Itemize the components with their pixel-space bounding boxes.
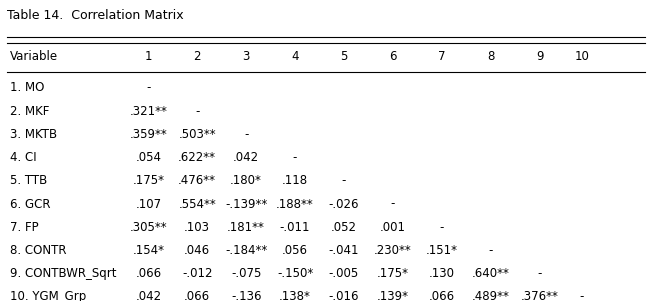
Text: 8. CONTR: 8. CONTR: [10, 244, 67, 257]
Text: .066: .066: [135, 267, 162, 280]
Text: -: -: [537, 267, 542, 280]
Text: 8: 8: [487, 50, 494, 63]
Text: .230**: .230**: [374, 244, 411, 257]
Text: -.005: -.005: [329, 267, 359, 280]
Text: 5. TTB: 5. TTB: [10, 174, 47, 187]
Text: 2: 2: [194, 50, 201, 63]
Text: -.016: -.016: [329, 290, 359, 301]
Text: .118: .118: [282, 174, 308, 187]
Text: 3: 3: [243, 50, 250, 63]
Text: .640**: .640**: [471, 267, 510, 280]
Text: .175*: .175*: [132, 174, 164, 187]
Text: .305**: .305**: [130, 221, 167, 234]
Text: 9: 9: [536, 50, 543, 63]
Text: Variable: Variable: [10, 50, 58, 63]
Text: 10: 10: [574, 50, 589, 63]
Text: 4: 4: [291, 50, 299, 63]
Text: .107: .107: [135, 197, 162, 210]
Text: 4. CI: 4. CI: [10, 151, 37, 164]
Text: -.136: -.136: [231, 290, 261, 301]
Text: .138*: .138*: [279, 290, 311, 301]
Text: Table 14.  Correlation Matrix: Table 14. Correlation Matrix: [7, 8, 183, 21]
Text: -.150*: -.150*: [277, 267, 313, 280]
Text: 9. CONTBWR_Sqrt: 9. CONTBWR_Sqrt: [10, 267, 116, 280]
Text: 7. FP: 7. FP: [10, 221, 38, 234]
Text: .042: .042: [233, 151, 259, 164]
Text: 5: 5: [340, 50, 348, 63]
Text: -: -: [488, 244, 493, 257]
Text: .066: .066: [184, 290, 211, 301]
Text: 6. GCR: 6. GCR: [10, 197, 50, 210]
Text: -: -: [580, 290, 584, 301]
Text: -.026: -.026: [329, 197, 359, 210]
Text: -.011: -.011: [280, 221, 310, 234]
Text: -: -: [293, 151, 297, 164]
Text: 1. MO: 1. MO: [10, 81, 44, 94]
Text: .139*: .139*: [377, 290, 409, 301]
Text: .476**: .476**: [178, 174, 216, 187]
Text: 6: 6: [389, 50, 396, 63]
Text: .151*: .151*: [426, 244, 458, 257]
Text: .042: .042: [135, 290, 162, 301]
Text: 7: 7: [438, 50, 445, 63]
Text: .056: .056: [282, 244, 308, 257]
Text: .554**: .554**: [179, 197, 216, 210]
Text: -: -: [146, 81, 151, 94]
Text: .180*: .180*: [230, 174, 262, 187]
Text: -: -: [391, 197, 395, 210]
Text: -: -: [439, 221, 444, 234]
Text: -.075: -.075: [231, 267, 261, 280]
Text: 3. MKTB: 3. MKTB: [10, 128, 57, 141]
Text: .130: .130: [429, 267, 454, 280]
Text: -.184**: -.184**: [225, 244, 267, 257]
Text: .175*: .175*: [377, 267, 409, 280]
Text: .503**: .503**: [179, 128, 216, 141]
Text: 10. YGM_Grp: 10. YGM_Grp: [10, 290, 86, 301]
Text: 2. MKF: 2. MKF: [10, 104, 49, 118]
Text: .489**: .489**: [471, 290, 510, 301]
Text: .103: .103: [185, 221, 210, 234]
Text: .188**: .188**: [276, 197, 314, 210]
Text: .066: .066: [428, 290, 455, 301]
Text: .376**: .376**: [520, 290, 559, 301]
Text: .046: .046: [184, 244, 211, 257]
Text: .321**: .321**: [129, 104, 168, 118]
Text: -: -: [342, 174, 346, 187]
Text: -.041: -.041: [329, 244, 359, 257]
Text: -: -: [244, 128, 248, 141]
Text: .622**: .622**: [178, 151, 216, 164]
Text: .052: .052: [331, 221, 357, 234]
Text: -.012: -.012: [182, 267, 213, 280]
Text: .054: .054: [136, 151, 161, 164]
Text: .001: .001: [380, 221, 406, 234]
Text: -.139**: -.139**: [225, 197, 267, 210]
Text: .359**: .359**: [130, 128, 167, 141]
Text: .154*: .154*: [132, 244, 164, 257]
Text: .181**: .181**: [227, 221, 265, 234]
Text: -: -: [195, 104, 200, 118]
Text: 1: 1: [145, 50, 152, 63]
